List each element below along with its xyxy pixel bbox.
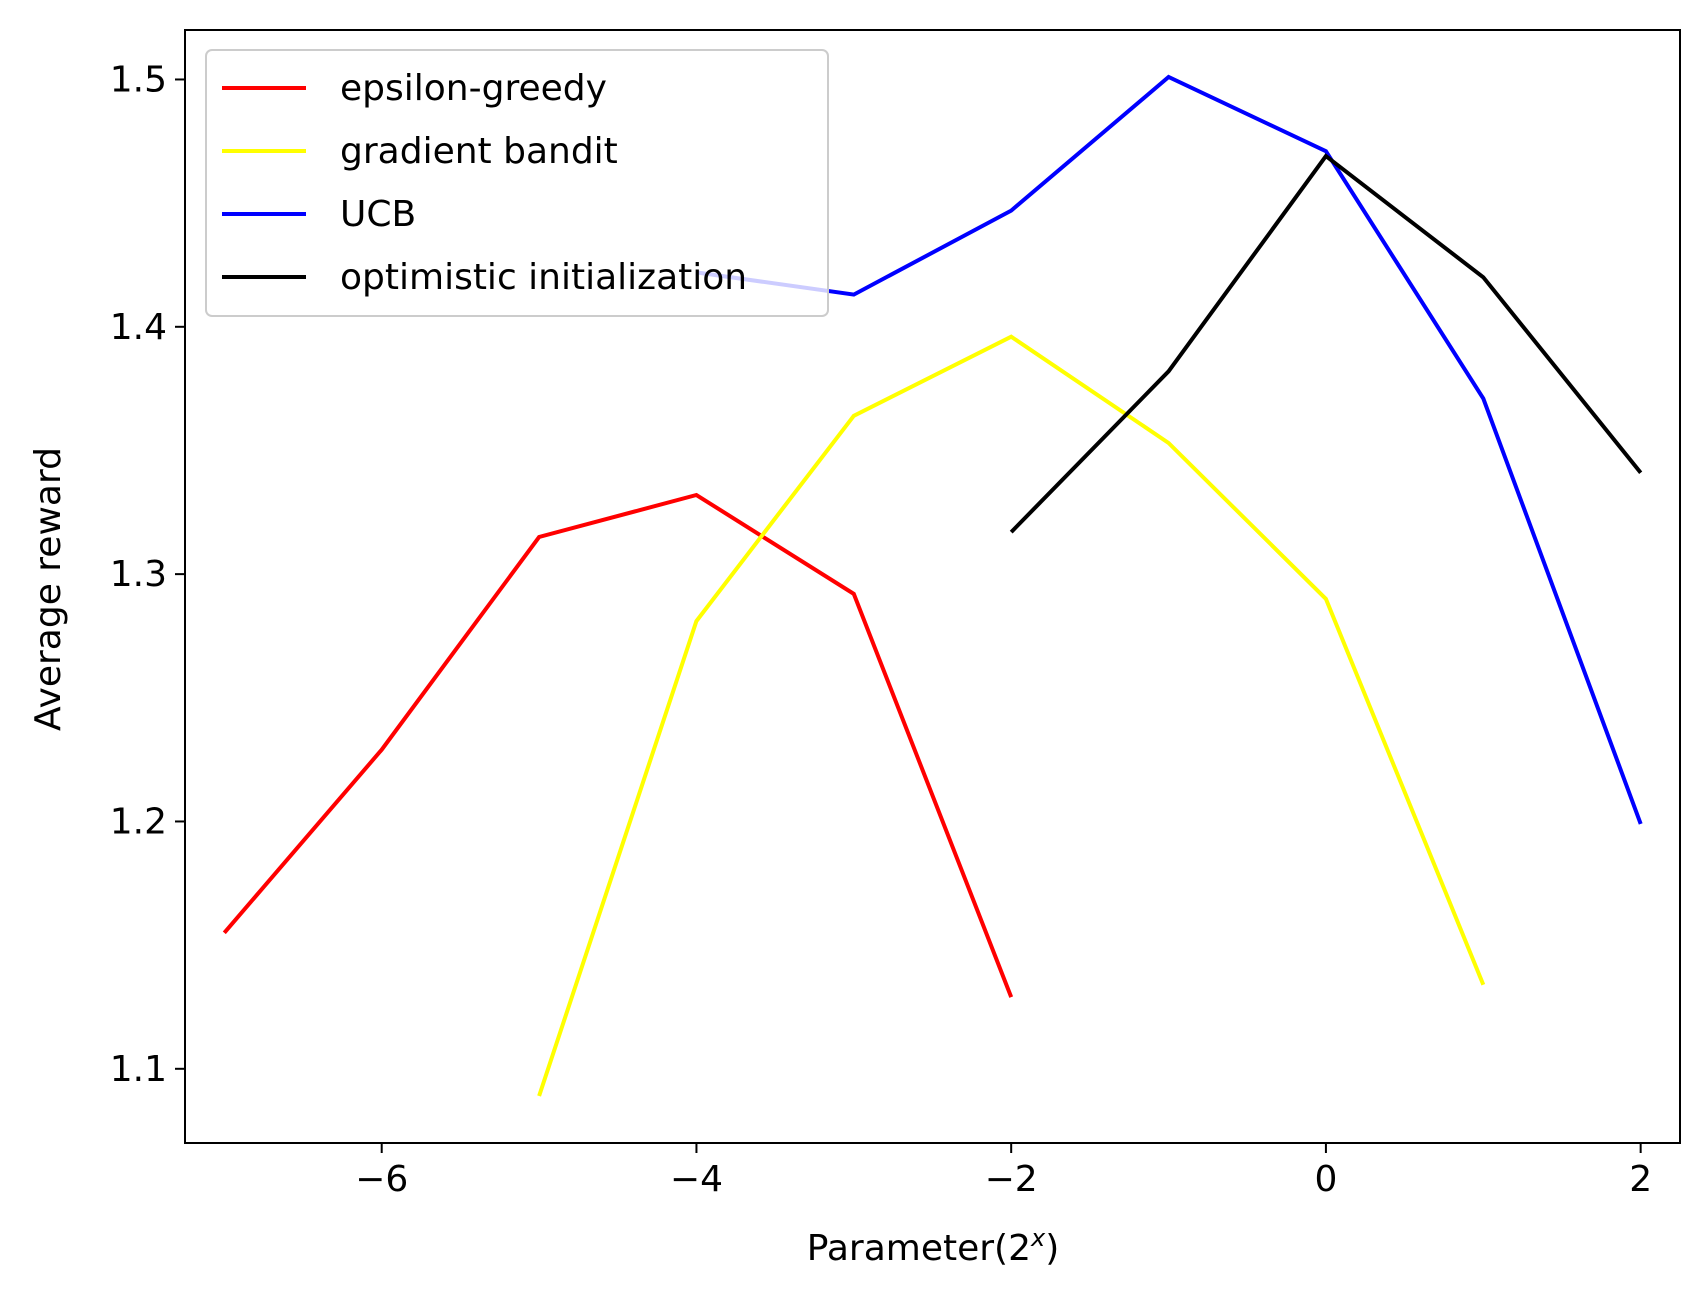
y-tick-label: 1.2 <box>110 801 167 842</box>
plot-frame <box>184 29 1681 1144</box>
y-tick-label: 1.5 <box>110 59 167 100</box>
x-tick-label: −2 <box>985 1159 1038 1200</box>
series-line-epsilon-greedy <box>222 492 1014 998</box>
y-tick-label: 1.4 <box>110 307 167 348</box>
legend-label: optimistic initialization <box>340 257 747 298</box>
x-tick-label: −4 <box>670 1159 723 1200</box>
series-layer <box>222 74 1643 1097</box>
x-tick-label: 0 <box>1314 1159 1337 1200</box>
legend: epsilon-greedy gradient bandit UCB optimist… <box>205 49 829 317</box>
series-line-gradient-bandit <box>537 334 1486 1097</box>
x-axis-title: Parameter(2x) <box>807 1224 1060 1269</box>
x-axis-title-sup: x <box>1030 1224 1046 1252</box>
legend-label: gradient bandit <box>340 131 618 172</box>
x-axis-title-close: ) <box>1045 1228 1059 1269</box>
x-axis: −6 −4 −2 0 2 <box>355 1143 1652 1200</box>
legend-box <box>205 49 829 317</box>
y-axis-title: Average reward <box>28 447 69 731</box>
legend-label: epsilon-greedy <box>340 68 607 109</box>
x-axis-title-text: Parameter(2 <box>807 1228 1031 1269</box>
y-tick-label: 1.1 <box>110 1049 167 1090</box>
series-line-optimistic-initialization <box>1009 153 1643 534</box>
y-tick-label: 1.3 <box>110 554 167 595</box>
series-line-ucb <box>696 74 1643 825</box>
x-tick-label: 2 <box>1629 1159 1652 1200</box>
y-axis: 1.1 1.2 1.3 1.4 1.5 <box>110 59 185 1090</box>
legend-label: UCB <box>340 194 416 235</box>
x-tick-label: −6 <box>355 1159 408 1200</box>
